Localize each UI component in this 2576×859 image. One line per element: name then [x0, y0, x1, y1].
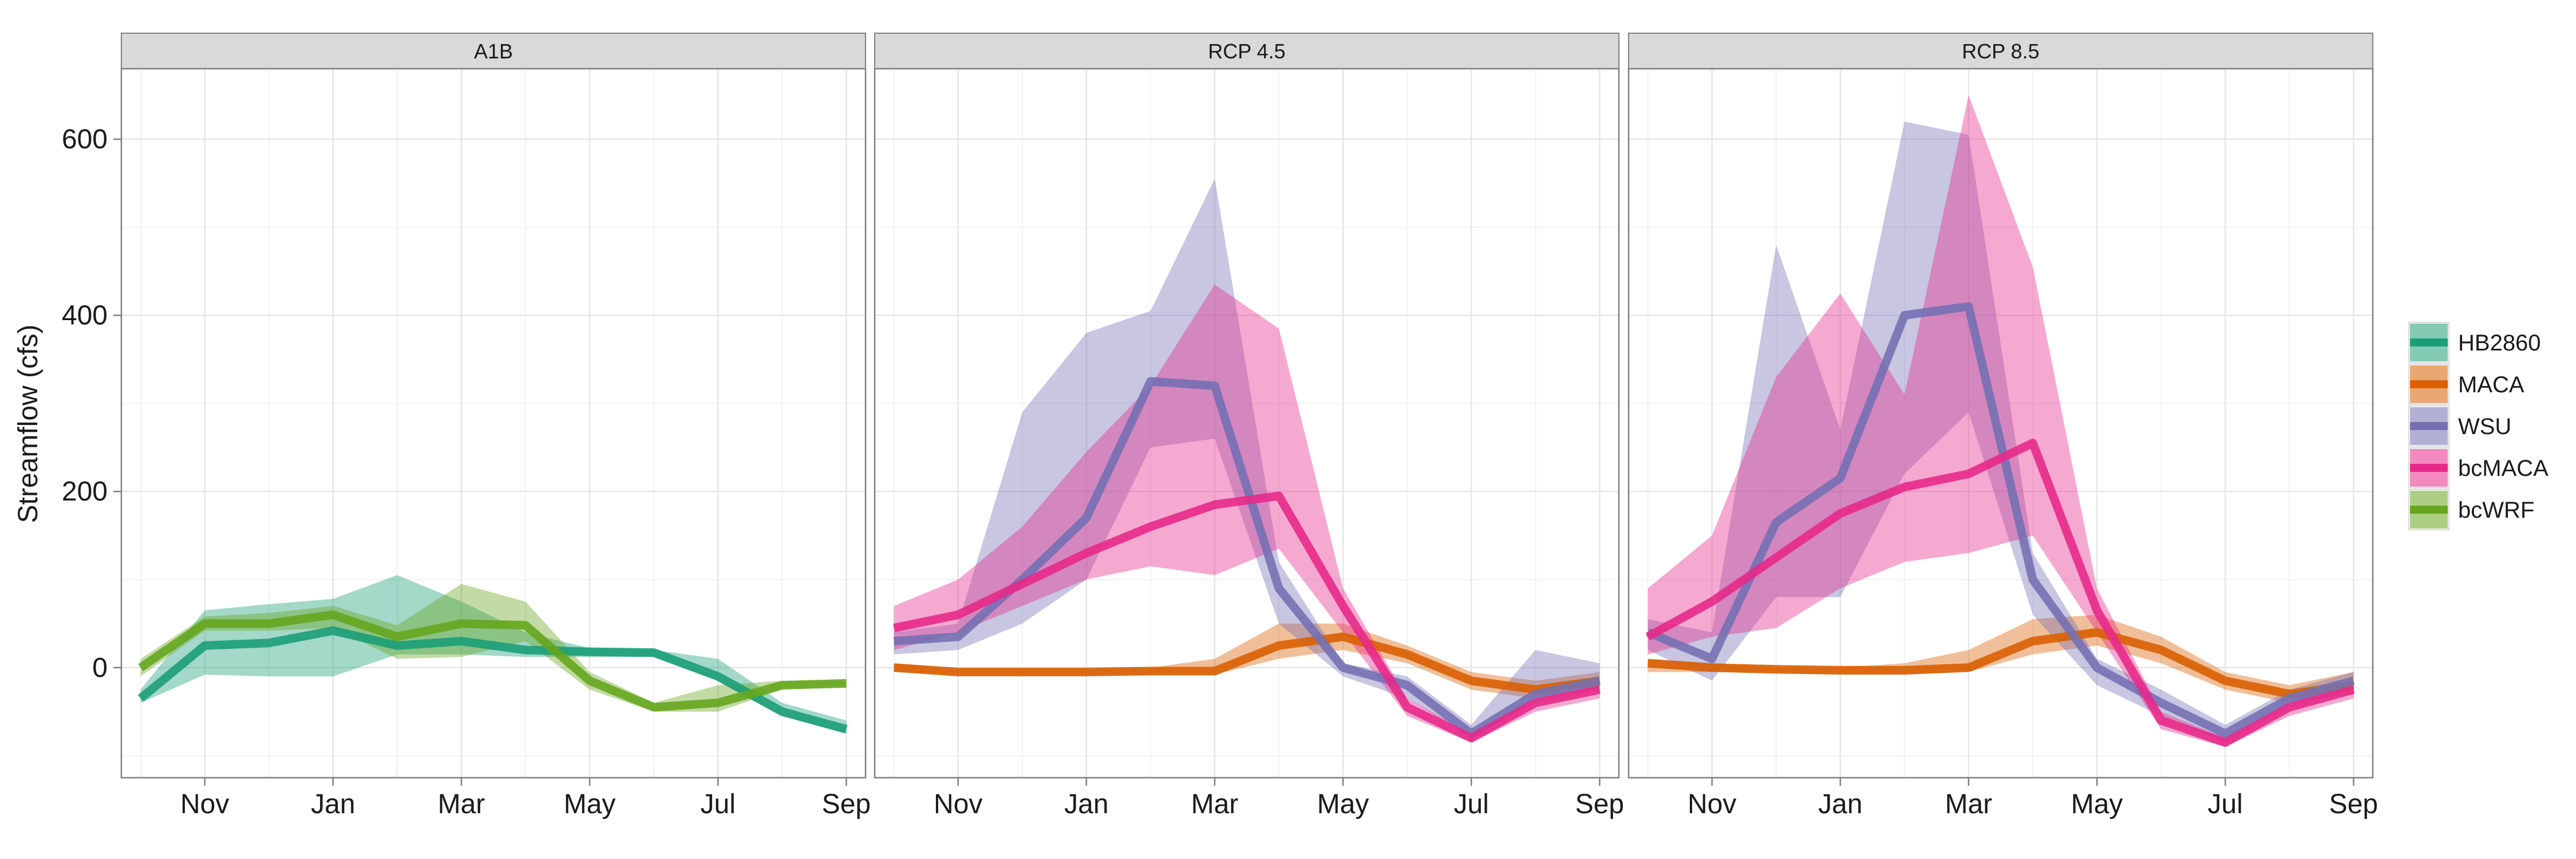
x-tick-label: Nov — [934, 789, 982, 819]
y-tick-label: 600 — [62, 124, 108, 155]
series-group — [893, 179, 1601, 743]
x-tick-label: Sep — [1575, 789, 1624, 819]
ribbon-bcmaca — [894, 284, 1600, 743]
x-tick-label: Jan — [1818, 789, 1862, 819]
panel-1: A1B Nov Jan Mar May Jul Sep 0 200 400 600 — [62, 33, 871, 819]
ribbon-wsu — [894, 179, 1600, 738]
x-tick-label: Nov — [180, 789, 229, 819]
y-tick-label: 400 — [62, 301, 108, 331]
panel-strip — [1628, 33, 2373, 69]
y-tick-label: 0 — [92, 653, 108, 683]
panel-title: RCP 8.5 — [1962, 40, 2039, 63]
legend-item-bcmaca: bcMACA — [2408, 447, 2549, 488]
x-tick-label: Nov — [1688, 789, 1736, 819]
panels: A1B Nov Jan Mar May Jul Sep 0 200 400 600 RCP 4.5 No… — [62, 33, 2378, 819]
panel-3: RCP 8.5 Nov Jan Mar May Jul Sep — [1627, 33, 2378, 819]
plot-background — [1629, 69, 2373, 778]
line-maca — [894, 632, 1601, 694]
legend-item-wsu: WSU — [2408, 405, 2511, 447]
panel-strip — [121, 33, 866, 69]
x-tick-label: Jul — [1454, 789, 1489, 819]
legend-item-bcwrf: bcWRF — [2408, 489, 2534, 530]
line-bcmaca — [893, 491, 1601, 743]
legend-item-maca: MACA — [2408, 364, 2524, 405]
panel-2: RCP 4.5 Nov Jan Mar May Jul Sep — [874, 33, 1624, 819]
panel-border — [120, 68, 867, 779]
x-tick-label: May — [2071, 789, 2123, 819]
x-tick-label: Jan — [311, 789, 355, 819]
panel-title: A1B — [474, 40, 513, 63]
panel-strip — [874, 33, 1619, 69]
gridlines — [121, 69, 866, 778]
legend: HB2860 MACA WSU bcMACA bcWRF — [2408, 322, 2549, 530]
x-tick-label: Sep — [2329, 789, 2378, 819]
x-tick-label: Mar — [1191, 789, 1239, 819]
x-tick-label: Jan — [1064, 789, 1108, 819]
legend-label: bcMACA — [2458, 456, 2549, 481]
y-tick-label: 200 — [62, 476, 108, 507]
legend-label: bcWRF — [2458, 498, 2534, 523]
panel-border — [874, 68, 1620, 779]
x-tick-label: Sep — [822, 789, 871, 819]
legend-label: MACA — [2458, 372, 2524, 397]
y-axis-title: Streamflow (cfs) — [13, 325, 44, 523]
x-tick-label: Jul — [701, 789, 736, 819]
legend-label: WSU — [2458, 414, 2511, 439]
x-tick-label: Mar — [438, 789, 485, 819]
gridlines — [1629, 69, 2373, 778]
x-tick-label: Jul — [2208, 789, 2243, 819]
series-group — [137, 575, 848, 734]
legend-item-hb2860: HB2860 — [2408, 322, 2541, 363]
line-bcwrf — [138, 610, 847, 712]
line-bcmaca — [1645, 439, 2355, 747]
x-tick-label: May — [1317, 789, 1369, 819]
line-wsu — [1646, 302, 2355, 738]
line-hb2860 — [137, 626, 848, 734]
gridlines — [875, 69, 1619, 778]
x-tick-label: Mar — [1945, 789, 1993, 819]
legend-label: HB2860 — [2458, 330, 2541, 356]
x-tick-label: May — [564, 789, 616, 819]
panel-border — [1627, 68, 2374, 779]
line-maca — [1647, 628, 2354, 699]
panel-title: RCP 4.5 — [1208, 40, 1285, 63]
series-group — [1645, 95, 2355, 747]
plot-background — [121, 69, 866, 778]
ribbon-bcmaca — [1647, 95, 2354, 747]
